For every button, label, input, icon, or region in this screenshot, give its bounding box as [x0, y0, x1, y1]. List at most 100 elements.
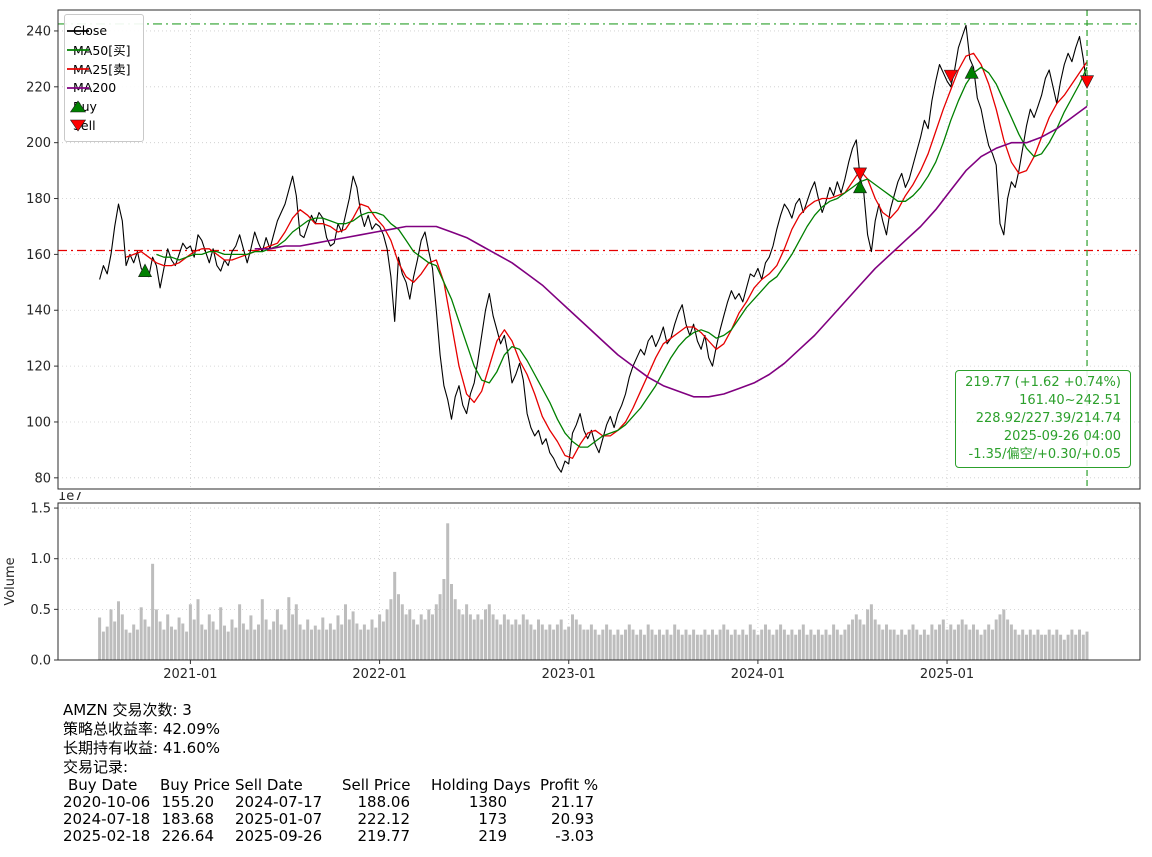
trade-row: 2020-10-06 155.20 2024-07-17 188.06 1380 21.1…: [63, 794, 606, 811]
volume-bar: [211, 621, 215, 660]
volume-bar: [245, 629, 249, 660]
volume-bar: [279, 624, 283, 660]
volume-bar: [597, 634, 601, 660]
volume-bar: [847, 624, 851, 660]
series-line: [254, 105, 1088, 398]
volume-bar: [415, 624, 419, 660]
volume-bar: [241, 623, 245, 660]
volume-bar: [627, 624, 631, 660]
volume-bar: [219, 607, 223, 660]
volume-bar: [185, 631, 189, 660]
series-line: [125, 52, 1088, 459]
volume-bar: [900, 629, 904, 660]
volume-bar: [892, 629, 896, 660]
volume-bar: [287, 597, 291, 660]
volume-bar: [956, 624, 960, 660]
price-y-tick-label: 140: [26, 304, 51, 319]
volume-bar: [518, 624, 522, 660]
volume-bar: [805, 634, 809, 660]
trade-cell: 188.06: [357, 793, 411, 811]
volume-y-tick-label: 0.0: [30, 654, 51, 669]
volume-bar: [771, 634, 775, 660]
volume-bar: [347, 619, 351, 660]
trade-cell: 226.64: [161, 827, 215, 845]
legend-label: MA25[卖]: [73, 62, 131, 77]
volume-bar: [113, 621, 117, 660]
trade-cell: 2025-09-26: [235, 827, 323, 845]
volume-bar: [1078, 629, 1081, 660]
volume-bar: [582, 629, 586, 660]
sell-marker: [1080, 75, 1095, 89]
info-ma-values: 228.92/227.39/214.74: [975, 411, 1121, 426]
volume-bar: [983, 629, 987, 660]
volume-bar: [650, 629, 654, 660]
volume-bar: [559, 619, 563, 660]
volume-bar: [975, 629, 979, 660]
trade-table-header: Buy Date Buy Price Sell Date Sell Price Hold…: [63, 777, 606, 794]
volume-bar: [608, 629, 612, 660]
volume-bar: [1006, 619, 1010, 660]
x-tick-label: 2025-01: [920, 667, 974, 682]
trade-cell: 1380: [468, 793, 507, 811]
volume-bar: [525, 619, 529, 660]
volume-bar: [321, 617, 325, 660]
volume-bar: [934, 629, 938, 660]
volume-bar: [313, 625, 317, 660]
volume-bar: [593, 629, 597, 660]
info-signal: -1.35/偏空/+0.30/+0.05: [968, 447, 1121, 462]
legend-line-sample: [67, 49, 89, 51]
volume-bar: [188, 604, 192, 660]
volume-bar: [919, 634, 923, 660]
volume-bar: [135, 629, 139, 660]
legend-line-sample: [67, 68, 89, 70]
volume-bar: [200, 624, 204, 660]
volume-bar: [782, 629, 786, 660]
volume-bar: [748, 624, 752, 660]
volume-bar: [658, 629, 661, 660]
volume-bar: [457, 609, 461, 660]
trade-cell: 2025-02-18: [63, 827, 151, 845]
volume-bar: [393, 571, 397, 660]
volume-bar: [945, 629, 949, 660]
volume-bar: [540, 624, 544, 660]
volume-bar: [639, 629, 643, 660]
volume-bar: [1017, 634, 1021, 660]
volume-y-tick-label: 1.5: [30, 502, 51, 517]
volume-bar: [1021, 629, 1025, 660]
volume-bar: [786, 634, 790, 660]
volume-bar: [922, 629, 926, 660]
volume-bar: [601, 629, 605, 660]
info-datetime: 2025-09-26 04:00: [1003, 429, 1121, 444]
volume-bar: [419, 614, 423, 660]
volume-bar: [964, 624, 968, 660]
volume-bar: [764, 624, 767, 660]
volume-bar: [707, 634, 711, 660]
legend-item-ma50: MA50[买]: [67, 40, 131, 59]
volume-bar: [673, 624, 677, 660]
volume-bar: [858, 619, 862, 660]
volume-bar: [291, 614, 295, 660]
volume-bar: [359, 629, 363, 660]
volume-bar: [616, 629, 620, 660]
volume-bar: [389, 599, 393, 660]
volume-bar: [881, 629, 885, 660]
volume-bar: [862, 624, 866, 660]
volume-bar: [877, 624, 881, 660]
volume-bar: [544, 629, 548, 660]
volume-bar: [824, 629, 828, 660]
volume-bar: [737, 634, 741, 660]
volume-bar: [487, 604, 491, 660]
trade-cell: 183.68: [161, 810, 215, 828]
volume-bar: [949, 624, 953, 660]
volume-y-tick-label: 1.0: [30, 552, 51, 567]
volume-bar: [835, 629, 839, 660]
volume-bar: [843, 629, 847, 660]
volume-bar: [828, 634, 832, 660]
volume-bar: [344, 604, 347, 660]
volume-bar: [306, 619, 310, 660]
volume-bar: [801, 624, 805, 660]
price-chart: 80 100 120 140 160 180 200 220 240: [26, 9, 1141, 490]
volume-bar: [230, 619, 234, 660]
volume-bar: [680, 634, 684, 660]
